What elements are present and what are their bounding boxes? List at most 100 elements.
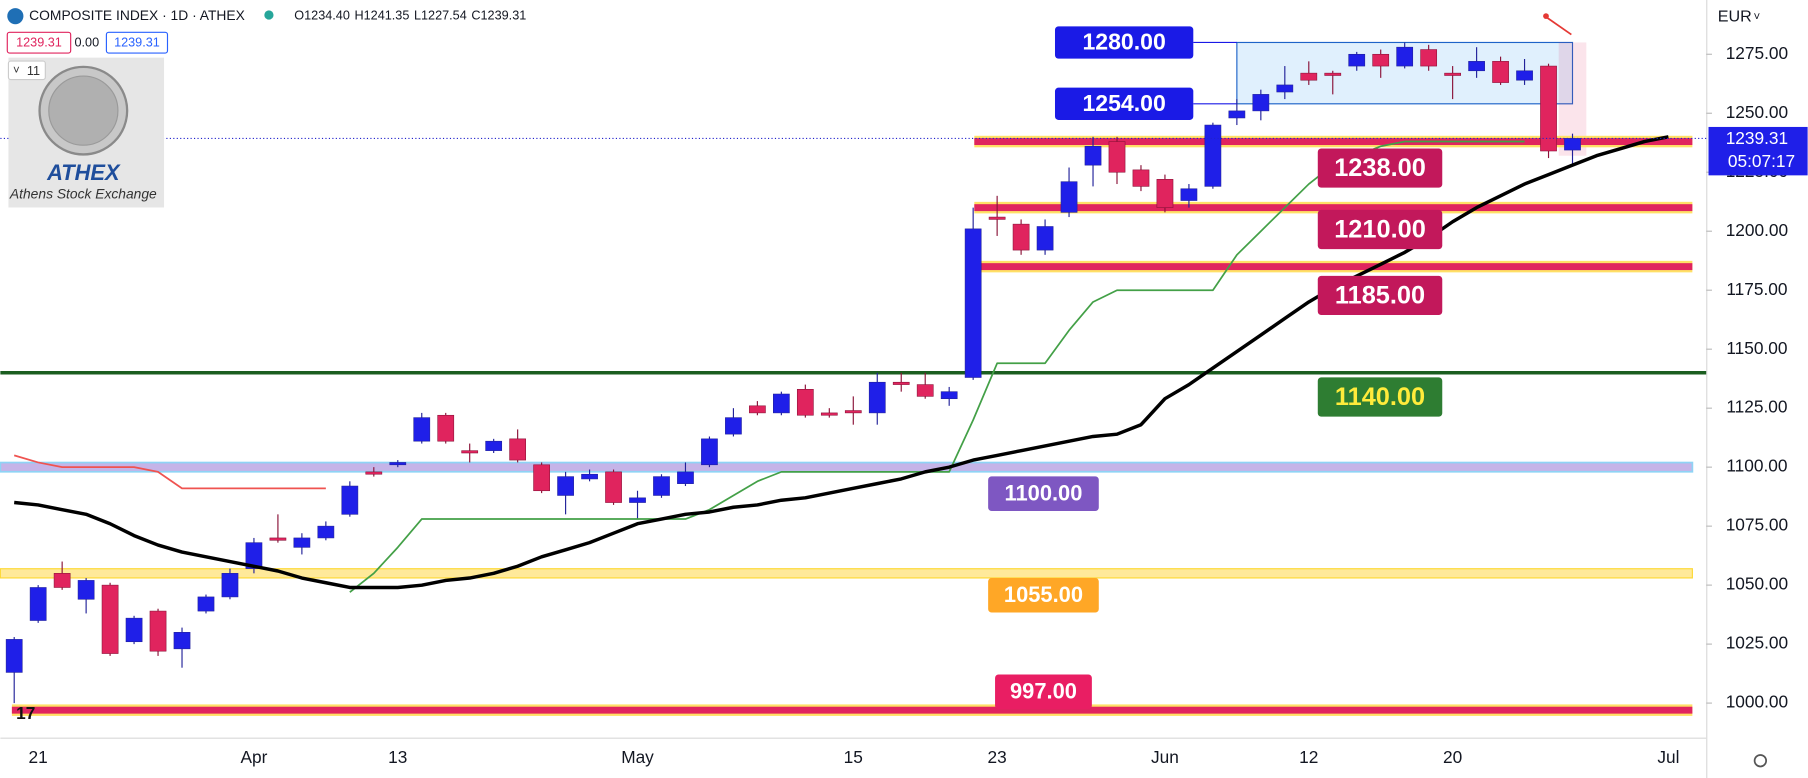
candle-body	[964, 228, 982, 378]
logo-subtitle: Athens Stock Exchange	[9, 185, 157, 201]
drawing-pointer-dot	[1543, 13, 1549, 20]
candle-body	[581, 473, 598, 480]
candle-body	[892, 381, 910, 385]
level-label: 1100.00	[1005, 481, 1083, 506]
badge	[6, 31, 72, 54]
x-tick-label: Apr	[241, 747, 268, 767]
settings-icon[interactable]	[1753, 754, 1768, 768]
candle-body	[940, 391, 958, 400]
indicator-caret: ˅	[13, 65, 20, 77]
moving-average	[14, 135, 1669, 590]
candle-body	[1372, 53, 1390, 67]
candle-body	[173, 632, 191, 650]
drawing-pointer	[1544, 15, 1572, 36]
candle-body	[1132, 169, 1150, 187]
last-price-label: 1239.31	[1726, 128, 1788, 148]
candle-body	[1300, 72, 1318, 81]
candle-body	[1060, 181, 1078, 213]
logo-coin-inner	[48, 75, 119, 146]
candle-body	[1276, 84, 1294, 93]
candle-body	[509, 438, 527, 461]
badge	[105, 31, 169, 54]
candle-body	[1540, 65, 1557, 152]
candles	[5, 42, 1581, 704]
x-tick-label: 13	[388, 747, 407, 767]
candle-body	[293, 537, 311, 548]
candle-body	[749, 405, 766, 414]
candle-body	[317, 525, 335, 539]
candle-body	[653, 476, 670, 496]
candle-body	[77, 580, 95, 600]
candle-body	[533, 464, 550, 492]
candle-body	[1108, 141, 1126, 173]
y-tick-label: 1125.00	[1726, 397, 1787, 417]
candle-body	[1564, 138, 1581, 151]
candle-body	[245, 542, 263, 569]
candle-body	[269, 537, 287, 541]
candle-body	[1180, 188, 1198, 201]
x-tick-label: 15	[844, 747, 863, 767]
y-tick-label: 1050.00	[1726, 574, 1788, 594]
currency-caret: ˅	[1753, 11, 1760, 23]
level-label: 1055.00	[1004, 582, 1083, 607]
candle-body	[1348, 53, 1366, 67]
level-label-box	[988, 577, 1099, 613]
candle-body	[1012, 223, 1030, 251]
level-label-box	[1054, 87, 1194, 120]
level-line	[974, 263, 1693, 271]
candle-body	[413, 417, 431, 442]
trailing-stop-down	[13, 454, 326, 490]
x-tick-label: 12	[1299, 747, 1318, 767]
candle-body	[916, 384, 934, 397]
candle-body	[485, 440, 503, 451]
ohlc-legend: O1234.40 H1241.35 L1227.54 C1239.31	[294, 8, 526, 22]
currency[interactable]: EUR	[1718, 8, 1752, 26]
x-tick-label: May	[621, 747, 654, 767]
last-price-box	[1708, 126, 1808, 176]
candle-body	[1516, 70, 1533, 81]
level-label-box	[1054, 26, 1194, 59]
candle-body	[221, 573, 239, 598]
candle-body	[101, 584, 119, 654]
event-marker: 17	[16, 703, 35, 723]
candle-body	[773, 393, 790, 414]
candle-body	[1468, 61, 1485, 72]
candle-body	[1420, 49, 1438, 67]
ohlc-value: C1239.31	[471, 8, 526, 22]
candle-body	[844, 410, 862, 414]
candle-body	[5, 639, 23, 673]
indicator-toggle[interactable]	[7, 60, 46, 81]
candle-body	[1084, 145, 1102, 166]
y-tick-label: 1100.00	[1726, 456, 1787, 476]
candle-body	[437, 414, 455, 442]
candle-body	[389, 462, 407, 466]
badge-text: 1239.31	[114, 36, 160, 50]
countdown: 05:07:17	[1728, 151, 1795, 171]
level-label: 1185.00	[1335, 281, 1425, 309]
candle-body	[988, 216, 1006, 220]
y-tick-label: 1250.00	[1726, 102, 1788, 122]
badge-text: 0.00	[74, 36, 99, 50]
level-line	[11, 706, 1693, 714]
candle-body	[125, 617, 143, 643]
candle-body	[1156, 179, 1174, 208]
candle-body	[557, 476, 574, 496]
level-label-box	[988, 476, 1099, 511]
candle-body	[1228, 110, 1246, 119]
candle-body	[725, 417, 742, 435]
x-tick-label: 20	[1443, 747, 1462, 767]
candle-body	[1492, 61, 1509, 83]
level-band	[0, 568, 1693, 579]
candle-body	[820, 412, 838, 416]
candle-body	[29, 587, 47, 621]
y-tick-label: 1275.00	[1726, 43, 1788, 63]
level-label-box	[1317, 275, 1443, 316]
level-label: 1210.00	[1334, 215, 1426, 243]
level-band	[0, 461, 1694, 473]
level-label-box	[1317, 148, 1443, 188]
level-label: 1238.00	[1334, 154, 1426, 182]
level-label: 1254.00	[1082, 90, 1165, 116]
level-line	[974, 138, 1693, 146]
